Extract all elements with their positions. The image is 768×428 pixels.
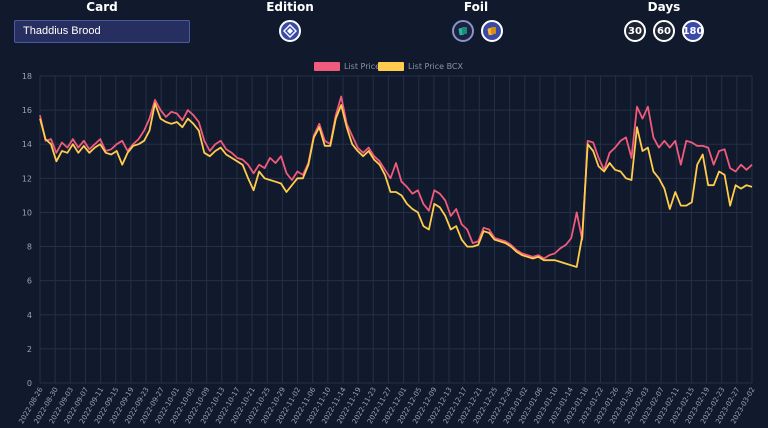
y-tick-label: 14 (22, 140, 32, 149)
y-tick-label: 12 (22, 174, 32, 183)
days-label: Days (647, 0, 681, 14)
card-label: Card (86, 0, 118, 14)
list-price-line (39, 95, 753, 260)
foil-gold-button[interactable] (481, 20, 503, 42)
regular-card-icon (458, 27, 467, 36)
foil-label: Foil (463, 0, 489, 14)
legend-label-list-price-bcx: List Price BCX (408, 62, 464, 71)
y-tick-label: 6 (27, 277, 32, 286)
edition-button[interactable] (279, 20, 301, 42)
legend-swatch-list-price-bcx (378, 62, 404, 71)
card-select[interactable]: Thaddius Brood (14, 20, 190, 43)
y-tick-label: 2 (27, 345, 32, 354)
y-tick-label: 0 (27, 379, 32, 388)
gold-card-icon (487, 27, 496, 36)
list-price-bcx-line (39, 102, 753, 268)
days-180-button[interactable]: 180 (682, 20, 704, 42)
y-tick-label: 16 (22, 106, 32, 115)
days-60-button[interactable]: 60 (653, 20, 675, 42)
edition-logo-icon (283, 24, 297, 38)
y-tick-label: 18 (22, 72, 32, 81)
y-tick-label: 8 (27, 243, 32, 252)
legend-swatch-list-price (314, 62, 340, 71)
legend-label-list-price: List Price (344, 62, 380, 71)
days-30-button[interactable]: 30 (624, 20, 646, 42)
foil-regular-button[interactable] (452, 20, 474, 42)
y-tick-label: 4 (27, 311, 32, 320)
edition-label: Edition (266, 0, 314, 14)
y-tick-label: 10 (22, 208, 32, 217)
